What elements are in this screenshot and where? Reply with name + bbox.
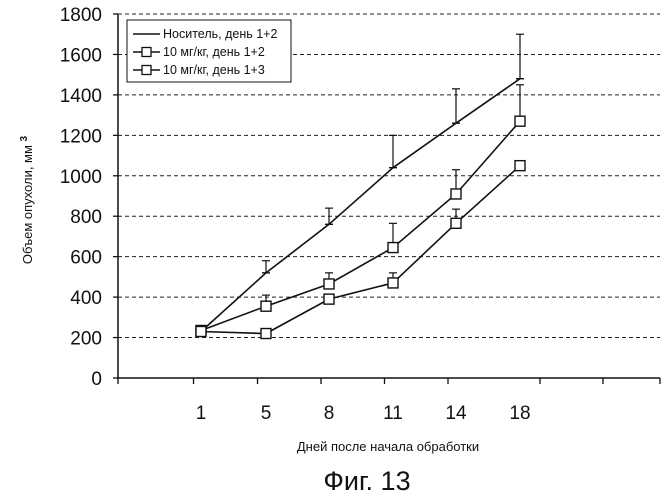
data-point	[324, 294, 334, 304]
data-point	[451, 189, 461, 199]
series-2	[196, 85, 525, 336]
x-tick-label: 14	[445, 403, 467, 424]
figure-caption: Фиг. 13	[323, 466, 410, 496]
data-point	[451, 218, 461, 228]
series-line	[201, 166, 520, 334]
y-tick-label: 1800	[60, 5, 102, 26]
x-tick-label: 5	[261, 403, 272, 424]
x-tick-label: 18	[509, 403, 530, 424]
y-axis-title: Объем опухоли, мм 3	[19, 135, 35, 264]
y-tick-label: 1600	[60, 45, 102, 66]
y-tick-label: 1400	[60, 86, 102, 107]
y-tick-label: 800	[70, 207, 102, 228]
x-axis-title: Дней после начала обработки	[297, 439, 479, 454]
y-axis-title-unit-exponent: 3	[19, 135, 30, 141]
series-line	[201, 121, 520, 330]
legend-label: 10 мг/кг, день 1+3	[163, 63, 265, 77]
y-tick-label: 0	[91, 369, 102, 390]
legend-swatch-marker	[142, 48, 151, 57]
data-point	[324, 279, 334, 289]
series-line	[201, 79, 520, 332]
x-ticks: 1 5 8 11 14 18	[118, 378, 660, 424]
data-point	[388, 243, 398, 253]
legend-label: Носитель, день 1+2	[163, 27, 277, 41]
y-tick-label: 200	[70, 329, 102, 350]
series-3	[196, 161, 525, 339]
data-point	[261, 301, 271, 311]
y-axis-title-text: Объем опухоли, мм	[20, 145, 35, 264]
data-point	[515, 161, 525, 171]
y-tick-label: 1000	[60, 167, 102, 188]
x-tick-label: 8	[324, 403, 335, 424]
data-point	[515, 116, 525, 126]
legend-swatch-marker	[142, 66, 151, 75]
y-tick-label: 600	[70, 248, 102, 269]
legend: Носитель, день 1+2 10 мг/кг, день 1+2 10 м…	[127, 20, 291, 82]
x-tick-label: 11	[383, 403, 403, 424]
y-tick-label: 400	[70, 288, 102, 309]
x-tick-label: 1	[196, 403, 207, 424]
legend-label: 10 мг/кг, день 1+2	[163, 45, 265, 59]
data-point	[261, 329, 271, 339]
y-ticks: 0 200 400 600 800 1000 1200 1400 1600 1800	[60, 5, 118, 390]
data-point	[388, 278, 398, 288]
data-point	[196, 326, 206, 336]
y-tick-label: 1200	[60, 126, 102, 147]
